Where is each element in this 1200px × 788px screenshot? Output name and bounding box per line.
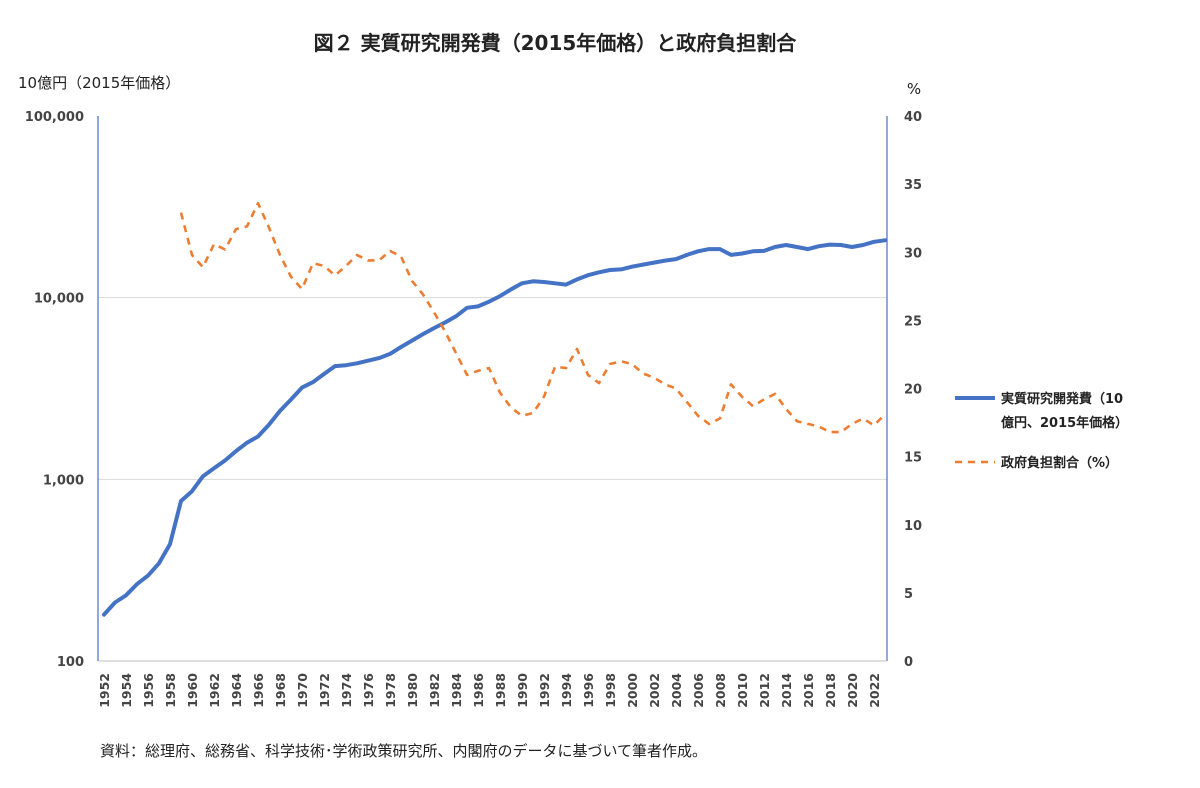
x-tick-label: 2008: [713, 673, 728, 708]
x-tick-label: 1990: [515, 673, 530, 708]
series-layer: [102, 201, 887, 617]
x-tick-label: 2018: [823, 673, 838, 708]
right-tick-label: 40: [904, 110, 922, 125]
x-tick-label: 2022: [867, 673, 882, 708]
x-tick-label: 1982: [427, 673, 442, 708]
right-axis-unit-label: %: [907, 80, 921, 98]
left-tick-label: 100: [57, 655, 84, 670]
x-tick-label: 2000: [625, 673, 640, 708]
right-tick-label: 35: [904, 178, 922, 193]
right-tick-label: 20: [904, 383, 922, 398]
x-tick-label: 1976: [361, 673, 376, 708]
x-tick-label: 1994: [559, 673, 574, 708]
series-line-government-share: [179, 201, 886, 434]
x-tick-label: 1966: [251, 673, 266, 708]
left-axis-unit-label: 10億円（2015年価格）: [18, 74, 180, 92]
series-line-rd-expenditure: [102, 238, 887, 617]
x-tick-label: 1992: [537, 673, 552, 708]
x-tick-label: 1960: [185, 673, 200, 708]
x-tick-label: 1998: [603, 673, 618, 708]
x-tick-label: 1978: [383, 673, 398, 708]
chart-title: 図２ 実質研究開発費（2015年価格）と政府負担割合: [314, 31, 798, 55]
right-tick-label: 15: [904, 451, 922, 466]
x-tick-label: 2012: [757, 673, 772, 708]
legend-label: 実質研究開発費（10: [1001, 391, 1123, 407]
x-tick-label: 2002: [647, 673, 662, 708]
x-tick-label: 1954: [119, 673, 134, 708]
right-tick-label: 25: [904, 314, 922, 329]
x-tick-label: 1968: [273, 673, 288, 708]
legend-label: 政府負担割合（%）: [1001, 455, 1118, 471]
source-note: 資料：総理府、総務省、科学技術･学術政策研究所、内閣府のデータに基づいて筆者作成…: [100, 742, 707, 760]
x-tick-label: 2014: [779, 673, 794, 708]
x-tick-label: 1972: [317, 673, 332, 708]
x-tick-label: 1988: [493, 673, 508, 708]
x-tick-label: 1980: [405, 673, 420, 708]
x-tick-label: 1962: [207, 673, 222, 708]
right-tick-label: 10: [904, 519, 922, 534]
grid-layer: [98, 297, 887, 480]
x-tick-label: 2006: [691, 673, 706, 708]
legend-label: 億円、2015年価格）: [1001, 415, 1128, 431]
x-tick-label: 1974: [339, 673, 354, 708]
left-tick-label: 1,000: [43, 473, 84, 488]
x-tick-label: 1970: [295, 673, 310, 708]
right-tick-label: 0: [904, 655, 913, 670]
x-tick-label: 1952: [97, 673, 112, 708]
x-tick-label: 1958: [163, 673, 178, 708]
x-tick-label: 1964: [229, 673, 244, 708]
right-tick-label: 5: [904, 587, 913, 602]
x-tick-label: 1986: [471, 673, 486, 708]
x-tick-label: 2016: [801, 673, 816, 708]
right-tick-label: 30: [904, 246, 922, 261]
x-tick-label: 2010: [735, 673, 750, 708]
left-tick-label: 10,000: [34, 292, 84, 307]
legend: 実質研究開発費（10 億円、2015年価格） 政府負担割合（%）: [955, 391, 1128, 471]
left-tick-label: 100,000: [25, 110, 84, 125]
x-tick-label: 2020: [845, 673, 860, 708]
x-tick-label: 1996: [581, 673, 596, 708]
x-tick-label: 2004: [669, 673, 684, 708]
axis-layer: 100 1,000 10,000 100,000 0 5 10 15 20 25 30 35 40 195…: [25, 110, 922, 708]
x-tick-label: 1956: [141, 673, 156, 708]
x-tick-label: 1984: [449, 673, 464, 708]
